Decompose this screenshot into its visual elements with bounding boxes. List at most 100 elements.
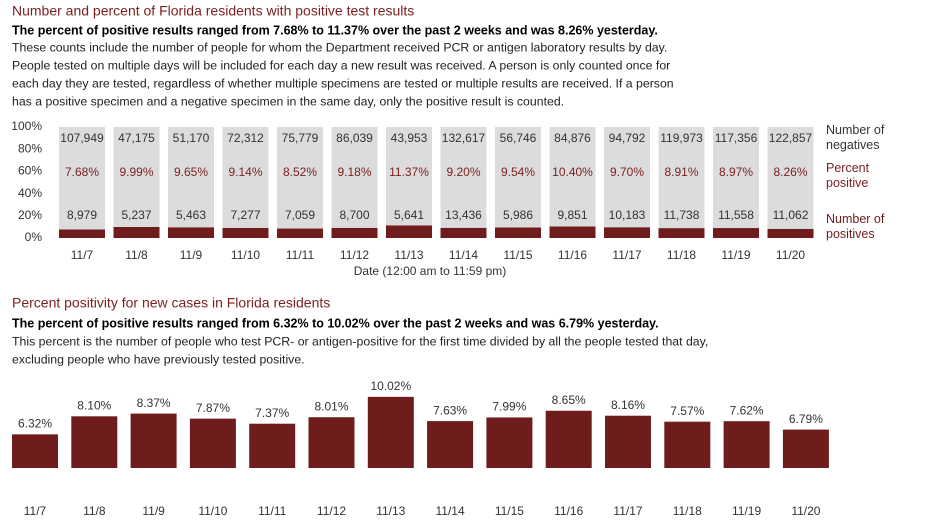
bar-segment [767, 127, 814, 229]
bar-segment [222, 227, 269, 238]
positive-count: 11,738 [664, 208, 700, 222]
x-tick-label: 11/16 [554, 504, 583, 518]
description-line: excluding people who have previously tes… [12, 352, 305, 366]
x-tick-label: 11/16 [558, 248, 587, 262]
negative-count: 47,175 [118, 131, 155, 145]
bar-segment [767, 228, 814, 238]
bar-segment [386, 127, 432, 226]
value-label: 8.65% [552, 393, 586, 407]
positive-count: 13,436 [445, 208, 482, 222]
negative-count: 43,953 [391, 131, 428, 145]
percent-label: 9.70% [610, 165, 644, 179]
y-tick-label: 100% [11, 119, 42, 133]
bar-segment [440, 127, 487, 228]
bar [308, 417, 355, 468]
x-tick-label: 11/12 [317, 504, 346, 518]
bar [605, 415, 651, 468]
x-tick-label: 11/9 [180, 248, 203, 262]
x-tick-label: 11/13 [376, 504, 405, 518]
bar [723, 421, 770, 468]
bar-segment [59, 127, 105, 230]
negative-count: 107,949 [60, 131, 104, 145]
x-tick-label: 11/12 [340, 248, 369, 262]
x-tick-label: 11/15 [495, 504, 524, 518]
percent-label: 9.54% [501, 165, 535, 179]
percent-label: 11.37% [389, 165, 429, 179]
bar-segment [277, 228, 323, 238]
positive-count: 5,641 [394, 208, 424, 222]
negative-count: 51,170 [173, 131, 210, 145]
description-line: These counts include the number of peopl… [12, 40, 667, 54]
bar-segment [713, 127, 759, 229]
bar [130, 413, 177, 468]
x-tick-label: 11/13 [394, 248, 423, 262]
bar [427, 421, 474, 468]
percent-label: 9.20% [446, 165, 480, 179]
chart-subtitle: The percent of positive results ranged f… [12, 316, 659, 330]
chart-title: Number and percent of Florida residents … [12, 3, 414, 19]
y-tick-label: 60% [18, 164, 42, 178]
x-tick-label: 11/7 [24, 504, 47, 518]
y-tick-label: 0% [25, 230, 43, 244]
x-tick-label: 11/15 [503, 248, 532, 262]
negative-count: 117,356 [715, 131, 758, 145]
value-label: 6.79% [789, 412, 823, 426]
value-label: 7.99% [492, 400, 526, 414]
value-label: 7.87% [196, 401, 230, 415]
bar-segment [113, 226, 160, 238]
bar-segment [658, 127, 705, 229]
x-tick-label: 11/7 [71, 248, 94, 262]
bar-segment [495, 127, 541, 228]
bar-segment [549, 226, 596, 238]
bar-segment [386, 225, 432, 238]
y-tick-label: 20% [18, 208, 42, 222]
positive-count: 7,059 [285, 208, 315, 222]
bar-segment [222, 127, 269, 228]
negative-count: 119,973 [660, 131, 703, 145]
value-label: 7.62% [730, 403, 764, 417]
value-label: 8.01% [314, 399, 348, 413]
x-tick-label: 11/11 [286, 248, 315, 262]
x-tick-label: 11/14 [449, 248, 478, 262]
bar-segment [331, 227, 378, 238]
x-tick-label: 11/20 [776, 248, 805, 262]
y-tick-label: 40% [18, 186, 42, 200]
value-label: 7.63% [433, 403, 467, 417]
negative-count: 72,312 [227, 131, 264, 145]
x-tick-label: 11/8 [83, 504, 106, 518]
bar-segment [604, 227, 650, 238]
percent-label: 8.52% [283, 165, 317, 179]
description-line: each day they are tested, regardless of … [12, 76, 674, 90]
bar [189, 418, 236, 468]
negative-count: 86,039 [336, 131, 373, 145]
x-axis-label: Date (12:00 am to 11:59 pm) [354, 264, 507, 278]
bar [249, 423, 296, 468]
positive-count: 11,558 [718, 208, 754, 222]
bar-segment [59, 229, 105, 238]
chart-title: Percent positivity for new cases in Flor… [12, 295, 330, 311]
y-tick-label: 80% [18, 141, 42, 155]
negative-count: 94,792 [609, 131, 646, 145]
bar-segment [658, 228, 705, 238]
positive-count: 8,979 [67, 208, 97, 222]
bar-segment [168, 127, 214, 228]
percent-label: 10.40% [552, 165, 593, 179]
x-tick-label: 11/11 [258, 504, 287, 518]
x-tick-label: 11/10 [231, 248, 260, 262]
negative-count: 122,857 [769, 131, 813, 145]
value-label: 8.16% [611, 398, 645, 412]
percent-label: 8.91% [664, 165, 698, 179]
percent-label: 8.26% [773, 165, 807, 179]
positive-count: 9,851 [557, 208, 587, 222]
percent-label: 9.14% [228, 165, 262, 179]
description-line: has a positive specimen and a negative s… [12, 94, 564, 108]
value-label: 7.37% [255, 406, 289, 420]
percent-label: 9.18% [337, 165, 371, 179]
negative-count: 75,779 [282, 131, 319, 145]
bar-segment [331, 127, 378, 228]
bar-segment [113, 127, 160, 227]
negative-count: 56,746 [500, 131, 537, 145]
description-line: This percent is the number of people who… [12, 334, 708, 348]
